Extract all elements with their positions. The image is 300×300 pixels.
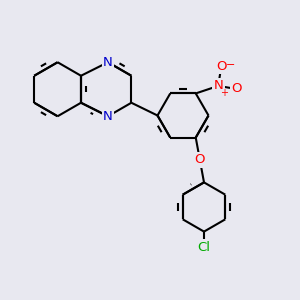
Text: O: O: [195, 154, 205, 166]
Text: N: N: [103, 110, 113, 123]
Text: O: O: [216, 60, 226, 73]
Text: N: N: [213, 80, 223, 92]
Text: −: −: [226, 60, 235, 70]
Text: N: N: [103, 56, 113, 69]
Text: +: +: [220, 88, 228, 98]
Text: O: O: [231, 82, 242, 95]
Text: Cl: Cl: [197, 241, 211, 254]
